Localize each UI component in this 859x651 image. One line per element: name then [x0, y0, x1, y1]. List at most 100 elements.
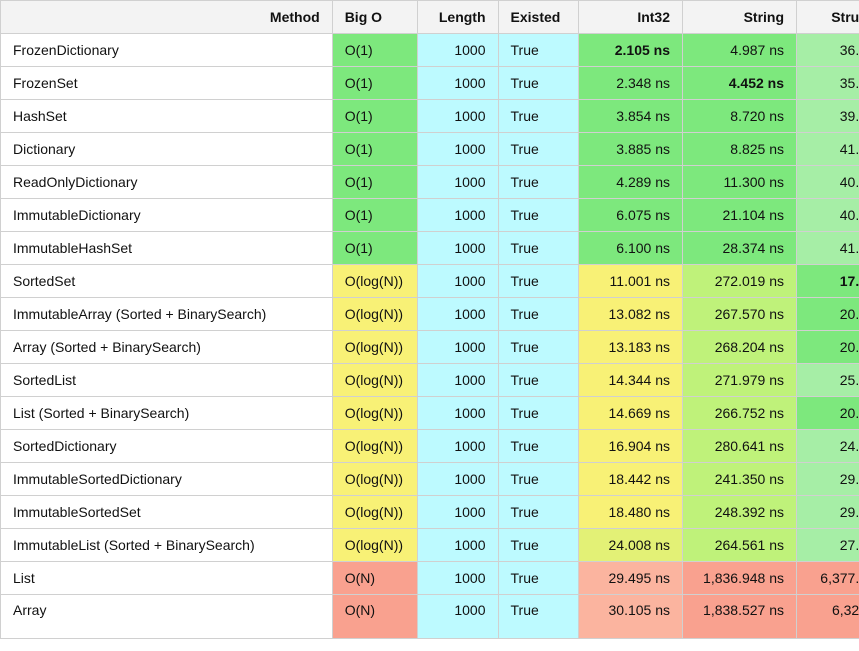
cell-struc: 25.5 [797, 364, 859, 397]
cell-int32: 30.105 ns [579, 595, 683, 639]
cell-struc: 20.2 [797, 331, 859, 364]
cell-existed: True [498, 595, 579, 639]
table-row: Array (Sorted + BinarySearch)O(log(N))10… [1, 331, 859, 364]
cell-int32: 13.183 ns [579, 331, 683, 364]
cell-struc: 36.4 [797, 34, 859, 67]
cell-existed: True [498, 562, 579, 595]
cell-length: 1000 [417, 529, 498, 562]
cell-string: 4.452 ns [683, 67, 797, 100]
cell-length: 1000 [417, 331, 498, 364]
table-row: SortedDictionaryO(log(N))1000True16.904 … [1, 430, 859, 463]
cell-string: 4.987 ns [683, 34, 797, 67]
cell-existed: True [498, 331, 579, 364]
cell-string: 11.300 ns [683, 166, 797, 199]
header-length[interactable]: Length [417, 1, 498, 34]
cell-string: 268.204 ns [683, 331, 797, 364]
cell-method: ImmutableHashSet [1, 232, 333, 265]
header-row: MethodBig OLengthExistedInt32StringStruc [1, 1, 859, 34]
table-row: ArrayO(N)1000True30.105 ns1,838.527 ns6,… [1, 595, 859, 639]
cell-struc: 17.8 [797, 265, 859, 298]
cell-int32: 18.480 ns [579, 496, 683, 529]
table-row: ImmutableSortedDictionaryO(log(N))1000Tr… [1, 463, 859, 496]
cell-existed: True [498, 166, 579, 199]
cell-existed: True [498, 265, 579, 298]
cell-length: 1000 [417, 430, 498, 463]
cell-length: 1000 [417, 34, 498, 67]
cell-int32: 18.442 ns [579, 463, 683, 496]
cell-struc: 27.1 [797, 529, 859, 562]
cell-existed: True [498, 529, 579, 562]
cell-struc: 20.2 [797, 298, 859, 331]
cell-length: 1000 [417, 133, 498, 166]
cell-string: 1,838.527 ns [683, 595, 797, 639]
cell-bigo: O(log(N)) [332, 397, 417, 430]
cell-int32: 6.075 ns [579, 199, 683, 232]
table-row: ImmutableHashSetO(1)1000True6.100 ns28.3… [1, 232, 859, 265]
header-existed[interactable]: Existed [498, 1, 579, 34]
cell-bigo: O(1) [332, 100, 417, 133]
cell-length: 1000 [417, 67, 498, 100]
cell-string: 8.720 ns [683, 100, 797, 133]
cell-string: 1,836.948 ns [683, 562, 797, 595]
cell-length: 1000 [417, 166, 498, 199]
cell-existed: True [498, 199, 579, 232]
table-row: DictionaryO(1)1000True3.885 ns8.825 ns41… [1, 133, 859, 166]
cell-int32: 3.854 ns [579, 100, 683, 133]
cell-int32: 29.495 ns [579, 562, 683, 595]
cell-existed: True [498, 67, 579, 100]
cell-length: 1000 [417, 100, 498, 133]
cell-length: 1000 [417, 199, 498, 232]
table-row: SortedListO(log(N))1000True14.344 ns271.… [1, 364, 859, 397]
table-row: HashSetO(1)1000True3.854 ns8.720 ns39.2 [1, 100, 859, 133]
header-struc[interactable]: Struc [797, 1, 859, 34]
cell-int32: 6.100 ns [579, 232, 683, 265]
cell-length: 1000 [417, 463, 498, 496]
cell-method: HashSet [1, 100, 333, 133]
header-int32[interactable]: Int32 [579, 1, 683, 34]
cell-existed: True [498, 397, 579, 430]
table-body: FrozenDictionaryO(1)1000True2.105 ns4.98… [1, 34, 859, 639]
cell-method: Array [1, 595, 333, 639]
cell-string: 248.392 ns [683, 496, 797, 529]
cell-existed: True [498, 430, 579, 463]
table-row: ListO(N)1000True29.495 ns1,836.948 ns6,3… [1, 562, 859, 595]
cell-existed: True [498, 100, 579, 133]
cell-int32: 14.344 ns [579, 364, 683, 397]
cell-int32: 14.669 ns [579, 397, 683, 430]
cell-struc: 6,322 [797, 595, 859, 639]
cell-method: ImmutableDictionary [1, 199, 333, 232]
table-row: List (Sorted + BinarySearch)O(log(N))100… [1, 397, 859, 430]
cell-method: SortedList [1, 364, 333, 397]
cell-int32: 2.348 ns [579, 67, 683, 100]
header-bigo[interactable]: Big O [332, 1, 417, 34]
cell-length: 1000 [417, 496, 498, 529]
cell-length: 1000 [417, 298, 498, 331]
cell-struc: 29.4 [797, 463, 859, 496]
table-row: ReadOnlyDictionaryO(1)1000True4.289 ns11… [1, 166, 859, 199]
header-string[interactable]: String [683, 1, 797, 34]
cell-bigo: O(1) [332, 67, 417, 100]
cell-length: 1000 [417, 265, 498, 298]
cell-existed: True [498, 232, 579, 265]
cell-string: 28.374 ns [683, 232, 797, 265]
cell-struc: 40.2 [797, 199, 859, 232]
cell-int32: 3.885 ns [579, 133, 683, 166]
cell-bigo: O(log(N)) [332, 529, 417, 562]
cell-existed: True [498, 133, 579, 166]
cell-bigo: O(log(N)) [332, 331, 417, 364]
cell-int32: 4.289 ns [579, 166, 683, 199]
header-method[interactable]: Method [1, 1, 333, 34]
cell-struc: 29.5 [797, 496, 859, 529]
cell-length: 1000 [417, 232, 498, 265]
cell-existed: True [498, 364, 579, 397]
cell-int32: 11.001 ns [579, 265, 683, 298]
cell-string: 266.752 ns [683, 397, 797, 430]
table-row: FrozenSetO(1)1000True2.348 ns4.452 ns35.… [1, 67, 859, 100]
cell-string: 21.104 ns [683, 199, 797, 232]
cell-int32: 13.082 ns [579, 298, 683, 331]
cell-bigo: O(1) [332, 133, 417, 166]
cell-method: Dictionary [1, 133, 333, 166]
cell-string: 267.570 ns [683, 298, 797, 331]
cell-length: 1000 [417, 595, 498, 639]
cell-bigo: O(log(N)) [332, 364, 417, 397]
